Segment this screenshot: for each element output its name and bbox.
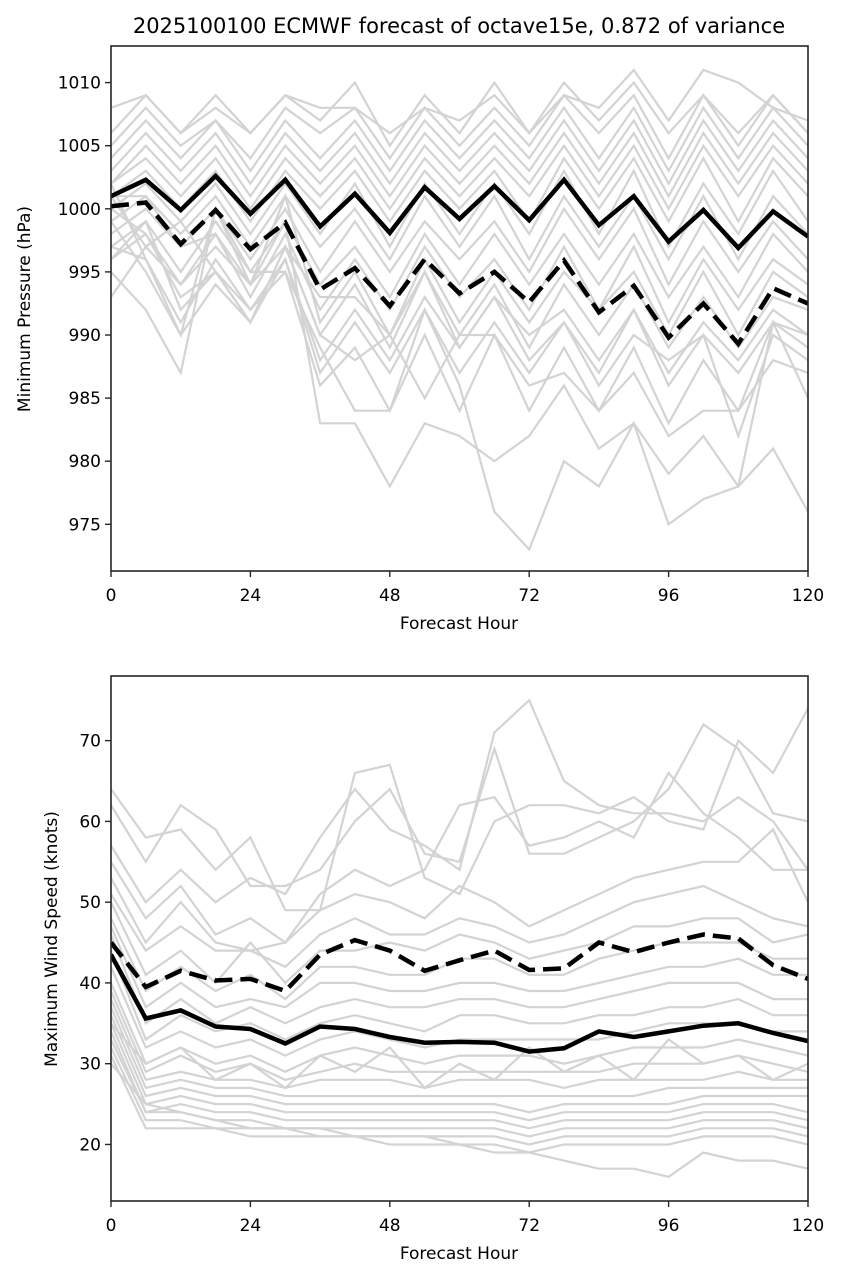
pressure-y-tick-label: 1000 bbox=[58, 200, 101, 220]
pressure-x-tick-label: 0 bbox=[106, 586, 117, 606]
pressure-y-axis-label: Minimum Pressure (hPa) bbox=[15, 206, 35, 412]
wind-summary-lines bbox=[111, 932, 808, 1054]
pressure-x-tick-label: 120 bbox=[792, 586, 824, 606]
pressure-member-line-10 bbox=[111, 193, 808, 262]
wind-member-line-4 bbox=[111, 770, 808, 945]
wind-x-ticks: 0 24 48 72 96 120 bbox=[106, 1201, 824, 1236]
wind-member-line-6 bbox=[111, 884, 808, 969]
wind-member-line-2 bbox=[111, 722, 808, 888]
pressure-ensemble-mean-line bbox=[111, 172, 808, 252]
wind-x-tick-label: 96 bbox=[658, 1216, 680, 1236]
pressure-summary-lines bbox=[111, 172, 808, 348]
pressure-x-tick-label: 48 bbox=[379, 586, 401, 606]
wind-member-line-16 bbox=[111, 1006, 808, 1098]
wind-y-tick-label: 30 bbox=[79, 1055, 101, 1075]
wind-member-line-15 bbox=[111, 998, 808, 1090]
wind-x-tick-label: 72 bbox=[518, 1216, 540, 1236]
wind-member-line-18 bbox=[111, 1022, 808, 1122]
pressure-member-line-20 bbox=[111, 183, 808, 552]
pressure-member-line-3 bbox=[111, 93, 808, 161]
wind-member-line-23 bbox=[111, 1062, 808, 1178]
pressure-x-ticks: 0 24 48 72 96 120 bbox=[106, 571, 824, 606]
wind-x-tick-label: 120 bbox=[792, 1216, 824, 1236]
wind-ensemble-members bbox=[111, 698, 808, 1178]
wind-member-line-10 bbox=[111, 934, 808, 1025]
wind-x-tick-label: 0 bbox=[106, 1216, 117, 1236]
pressure-member-line-1 bbox=[111, 80, 808, 148]
pressure-ensemble-members bbox=[111, 68, 808, 552]
pressure-y-tick-label: 995 bbox=[69, 263, 101, 283]
wind-y-tick-label: 20 bbox=[79, 1135, 101, 1155]
pressure-x-tick-label: 96 bbox=[658, 586, 680, 606]
wind-member-line-24 bbox=[111, 1022, 808, 1090]
pressure-member-line-4 bbox=[111, 105, 808, 174]
pressure-member-line-21 bbox=[111, 219, 808, 438]
wind-y-tick-label: 60 bbox=[79, 812, 101, 832]
wind-member-line-17 bbox=[111, 1014, 808, 1114]
pressure-member-line-16 bbox=[111, 245, 808, 375]
pressure-member-line-14 bbox=[111, 192, 808, 338]
wind-ensemble-mean-line bbox=[111, 953, 808, 1054]
wind-x-tick-label: 48 bbox=[379, 1216, 401, 1236]
wind-member-line-13 bbox=[111, 982, 808, 1074]
pressure-x-axis-label: Forecast Hour bbox=[400, 614, 518, 634]
pressure-member-line-18 bbox=[111, 207, 808, 426]
pressure-member-line-22 bbox=[111, 195, 808, 440]
wind-axes-frame bbox=[110, 675, 809, 1202]
wind-y-ticks: 20 30 40 50 60 70 bbox=[79, 732, 111, 1155]
wind-member-line-20 bbox=[111, 1039, 808, 1138]
pressure-y-tick-label: 980 bbox=[69, 452, 101, 472]
wind-member-line-21 bbox=[111, 1047, 808, 1146]
pressure-member-line-5 bbox=[111, 118, 808, 186]
wind-y-axis-label: Maximum Wind Speed (knots) bbox=[42, 811, 62, 1067]
pressure-member-line-9 bbox=[111, 168, 808, 250]
pressure-member-line-7 bbox=[111, 143, 808, 212]
pressure-member-line-12 bbox=[111, 219, 808, 300]
wind-member-line-14 bbox=[111, 990, 808, 1081]
wind-ensemble-median-or-control-line bbox=[111, 932, 808, 994]
pressure-x-tick-label: 72 bbox=[518, 586, 540, 606]
pressure-y-tick-label: 975 bbox=[69, 515, 101, 535]
pressure-axes-frame bbox=[110, 45, 809, 572]
pressure-ensemble-median-or-control-line bbox=[111, 200, 808, 348]
pressure-x-tick-label: 24 bbox=[240, 586, 262, 606]
pressure-member-line-2 bbox=[111, 68, 808, 135]
wind-x-tick-label: 24 bbox=[240, 1216, 262, 1236]
wind-member-line-7 bbox=[111, 901, 808, 985]
wind-member-line-1 bbox=[111, 707, 808, 912]
pressure-y-tick-label: 990 bbox=[69, 326, 101, 346]
pressure-y-tick-label: 985 bbox=[69, 389, 101, 409]
wind-member-line-5 bbox=[111, 827, 808, 952]
wind-y-tick-label: 40 bbox=[79, 974, 101, 994]
pressure-member-line-13 bbox=[111, 231, 808, 325]
wind-y-tick-label: 70 bbox=[79, 732, 101, 752]
pressure-y-tick-label: 1010 bbox=[58, 74, 101, 94]
figure-title: 2025100100 ECMWF forecast of octave15e, … bbox=[133, 14, 785, 38]
pressure-member-line-17 bbox=[111, 220, 808, 388]
wind-member-line-12 bbox=[111, 966, 808, 1057]
pressure-y-tick-label: 1005 bbox=[58, 137, 101, 157]
pressure-y-ticks: 975 980 985 990 995 1000 1005 1010 bbox=[58, 74, 111, 535]
wind-member-line-3 bbox=[111, 698, 808, 904]
pressure-panel: 0 24 48 72 96 120 975 980 985 990 995 1000 1005 1010… bbox=[15, 45, 824, 634]
pressure-member-line-6 bbox=[111, 131, 808, 199]
wind-member-line-9 bbox=[111, 925, 808, 1009]
pressure-member-line-19 bbox=[111, 205, 808, 513]
wind-member-line-19 bbox=[111, 1030, 808, 1130]
wind-x-axis-label: Forecast Hour bbox=[400, 1244, 518, 1264]
wind-y-tick-label: 50 bbox=[79, 893, 101, 913]
